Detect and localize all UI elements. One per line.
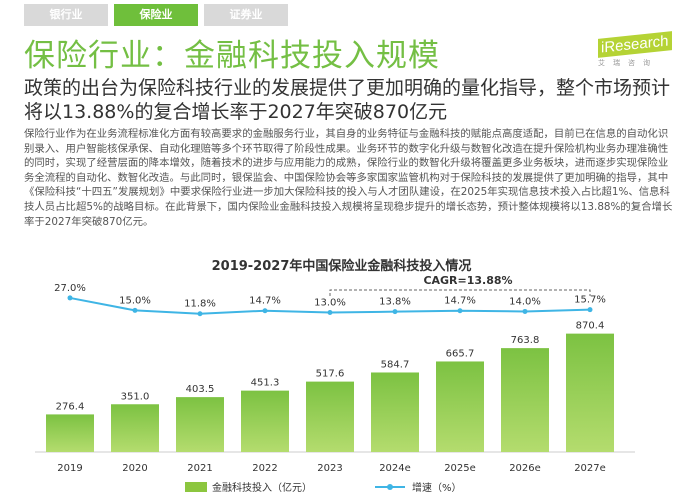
subtitle: 政策的出台为保险科技行业的发展提供了更加明确的量化指导，整个市场预计将以13.8… bbox=[24, 77, 671, 123]
tab-insurance[interactable]: 保险业 bbox=[114, 4, 198, 26]
bar-label: 451.3 bbox=[251, 378, 280, 389]
growth-label: 14.7% bbox=[249, 296, 281, 307]
growth-label: 13.0% bbox=[314, 297, 346, 308]
bar-label: 870.4 bbox=[576, 321, 605, 332]
bar-label: 763.8 bbox=[511, 335, 540, 346]
legend-swatch-bar bbox=[185, 482, 207, 492]
x-tick-label: 2024e bbox=[379, 463, 411, 474]
bar bbox=[306, 381, 354, 452]
x-tick-label: 2021 bbox=[187, 463, 212, 474]
bar bbox=[566, 333, 614, 452]
bar bbox=[371, 372, 419, 452]
bar-label: 276.4 bbox=[56, 401, 85, 412]
growth-label: 11.8% bbox=[184, 299, 216, 310]
tab-securities[interactable]: 证券业 bbox=[204, 4, 288, 26]
bar-label: 517.6 bbox=[316, 369, 345, 380]
bar bbox=[176, 397, 224, 452]
growth-label: 15.7% bbox=[574, 295, 606, 306]
bar-label: 584.7 bbox=[381, 359, 410, 370]
page-title: 保险行业：金融科技投入规模 bbox=[24, 38, 440, 74]
legend-label-bar: 金融科技投入（亿元） bbox=[212, 481, 312, 494]
growth-label: 15.0% bbox=[119, 295, 151, 306]
bar bbox=[436, 361, 484, 452]
growth-point bbox=[197, 311, 203, 317]
x-tick-label: 2026e bbox=[509, 463, 541, 474]
growth-point bbox=[132, 307, 138, 313]
x-tick-label: 2025e bbox=[444, 463, 476, 474]
logo-cn: 艾瑞咨询 bbox=[598, 59, 658, 67]
cagr-bracket bbox=[329, 289, 591, 296]
x-tick-label: 2020 bbox=[122, 463, 147, 474]
x-tick-label: 2027e bbox=[574, 463, 606, 474]
growth-point bbox=[392, 309, 398, 315]
growth-label: 14.0% bbox=[509, 296, 541, 307]
x-tick-label: 2019 bbox=[57, 463, 82, 474]
bar-label: 403.5 bbox=[186, 384, 215, 395]
bar-label: 351.0 bbox=[121, 391, 150, 402]
growth-label: 13.8% bbox=[379, 297, 411, 308]
growth-label: 14.7% bbox=[444, 296, 476, 307]
growth-point bbox=[522, 308, 528, 314]
growth-point bbox=[262, 308, 268, 314]
bar bbox=[241, 390, 289, 452]
cagr-label: CAGR=13.88% bbox=[423, 274, 512, 287]
growth-label: 27.0% bbox=[54, 283, 86, 294]
chart-title: 2019-2027年中国保险业金融科技投入情况 bbox=[211, 259, 472, 274]
tab-bank[interactable]: 银行业 bbox=[24, 4, 108, 26]
bar bbox=[111, 404, 159, 452]
growth-point bbox=[67, 295, 73, 301]
bar-label: 665.7 bbox=[446, 348, 475, 359]
body-text: 保险行业作为在业务流程标准化方面有较高要求的金融服务行业，其自身的业务特征与金融… bbox=[24, 128, 673, 228]
growth-point bbox=[587, 307, 593, 313]
x-tick-label: 2023 bbox=[317, 463, 342, 474]
legend-label-line: 增速（%） bbox=[412, 481, 462, 494]
growth-point bbox=[457, 308, 463, 314]
bar bbox=[501, 348, 549, 452]
logo: iResearch 艾瑞咨询 bbox=[598, 31, 672, 74]
growth-point bbox=[327, 309, 333, 315]
bar bbox=[46, 414, 94, 452]
x-tick-label: 2022 bbox=[252, 463, 277, 474]
legend-marker bbox=[387, 484, 393, 490]
